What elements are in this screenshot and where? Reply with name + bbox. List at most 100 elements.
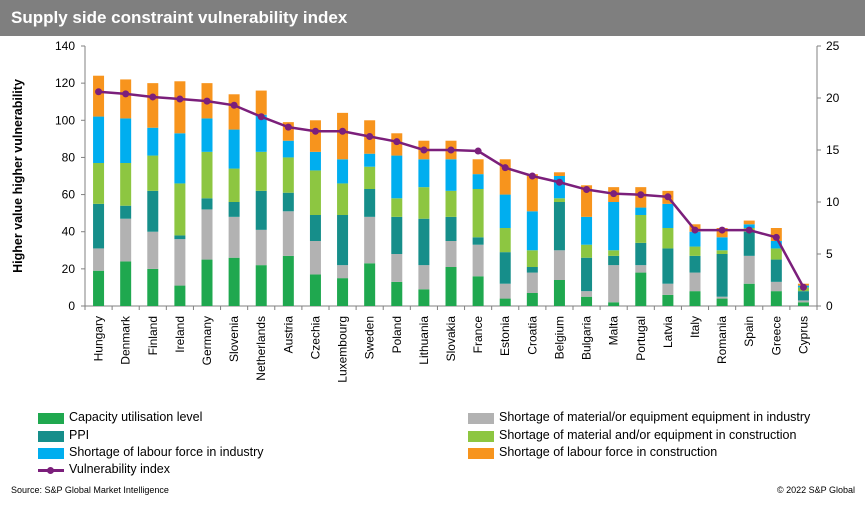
bar-segment <box>499 298 511 306</box>
bar-segment <box>255 190 267 230</box>
bar-segment <box>120 79 132 119</box>
vulnerability-index-point <box>637 191 645 199</box>
bar-segment <box>364 216 376 264</box>
bar-segment <box>770 248 782 260</box>
x-tick-label: Czechia <box>308 316 322 360</box>
bar-segment <box>553 176 565 199</box>
bar-segment <box>472 237 484 245</box>
bar-segment <box>770 259 782 282</box>
left-tick-label: 80 <box>62 150 76 164</box>
bar-segment <box>228 168 240 202</box>
vulnerability-index-point <box>772 233 780 241</box>
bar-segment <box>147 155 159 191</box>
legend-swatch <box>38 413 64 424</box>
bar-segment <box>201 209 213 260</box>
bar-segment <box>391 155 403 199</box>
left-tick-label: 60 <box>62 188 76 202</box>
bar-segment <box>337 278 349 306</box>
bar-segment <box>337 265 349 279</box>
bar-segment <box>282 122 294 141</box>
bar-segment <box>255 114 267 152</box>
bar-segment <box>526 250 538 267</box>
bar-segment <box>364 166 376 189</box>
vulnerability-index-point <box>257 113 265 121</box>
bar-segment <box>499 159 511 195</box>
bar-segment <box>418 218 430 266</box>
bar-segment <box>445 216 457 241</box>
x-tick-label: Romania <box>715 316 729 364</box>
bar-segment <box>282 140 294 158</box>
bar-segment <box>201 151 213 199</box>
bar-segment <box>553 198 565 202</box>
bar-segment <box>581 185 593 217</box>
left-tick-label: 140 <box>55 39 75 53</box>
left-tick-label: 40 <box>62 225 76 239</box>
bar-segment <box>120 218 132 262</box>
bar-segment <box>499 283 511 299</box>
bar-segment <box>120 261 132 306</box>
vulnerability-index-point <box>501 164 509 172</box>
x-tick-label: Belgium <box>552 316 566 359</box>
vulnerability-index-point <box>203 97 211 105</box>
bar-segment <box>635 215 647 243</box>
x-tick-label: Hungary <box>92 316 106 361</box>
vulnerability-index-point <box>420 146 428 154</box>
legend-swatch <box>468 413 494 424</box>
bar-segment <box>93 116 105 163</box>
bar-segment <box>553 280 565 306</box>
legend-swatch <box>38 448 64 459</box>
bar-segment <box>147 268 159 306</box>
bar-segment <box>635 242 647 266</box>
bar-segment <box>445 267 457 306</box>
bar-segment <box>689 255 701 273</box>
bar-segment <box>635 265 647 273</box>
x-tick-label: Latvia <box>661 316 675 348</box>
bar-segment <box>120 163 132 206</box>
bar-segment <box>391 216 403 254</box>
x-tick-label: Denmark <box>119 315 133 365</box>
left-tick-label: 0 <box>68 299 75 313</box>
bar-segment <box>689 291 701 306</box>
legend-swatch <box>468 431 494 442</box>
bar-segment <box>255 229 267 266</box>
bar-segment <box>526 174 538 212</box>
bar-segment <box>743 255 755 284</box>
vulnerability-index-point <box>718 226 726 234</box>
bar-segment <box>716 298 728 306</box>
bar-segment <box>364 153 376 167</box>
x-tick-label: Slovakia <box>444 316 458 362</box>
bar-segment <box>797 291 809 301</box>
bar-segment <box>309 151 321 171</box>
legend-label: PPI <box>69 428 90 442</box>
x-tick-label: Netherlands <box>254 316 268 381</box>
bar-segment <box>662 294 674 306</box>
bar-segment <box>499 252 511 284</box>
x-tick-label: Luxembourg <box>336 316 350 383</box>
bar-segment <box>147 83 159 128</box>
bar-segment <box>608 302 620 306</box>
bar-segment <box>282 157 294 193</box>
bar-segment <box>526 272 538 293</box>
bar-segment <box>201 198 213 210</box>
bar-segment <box>309 274 321 306</box>
bar-segment <box>716 254 728 297</box>
bar-segment <box>93 163 105 204</box>
right-tick-label: 5 <box>826 247 833 261</box>
bar-segment <box>608 265 620 303</box>
bar-segment <box>337 112 349 160</box>
bar-segment <box>337 215 349 266</box>
bar-segment <box>228 129 240 169</box>
bar-segment <box>147 127 159 156</box>
bar-segment <box>309 170 321 215</box>
bar-segment <box>743 283 755 306</box>
bar-segment <box>93 248 105 271</box>
bar-segment <box>581 296 593 306</box>
bar-segment <box>743 231 755 256</box>
left-tick-label: 20 <box>62 262 76 276</box>
bar-segment <box>228 216 240 258</box>
vulnerability-index-point <box>799 283 807 291</box>
bar-segment <box>255 151 267 191</box>
bar-segment <box>635 207 647 215</box>
vulnerability-index-point <box>664 193 672 201</box>
